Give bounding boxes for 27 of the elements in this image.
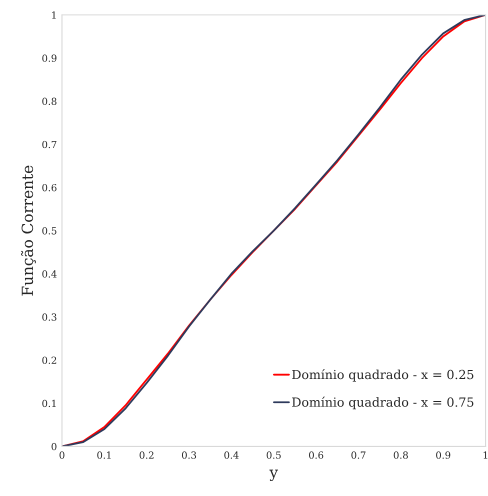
x-tick-label: 0.5 [266,451,281,459]
x-tick-label: 0.3 [182,451,196,459]
x-axis-title: y [269,470,278,482]
y-tick-label: 0.3 [42,313,56,321]
x-tick-label: 1 [484,451,488,459]
x-tick-label: 0 [60,451,64,459]
x-tick-label: 0.8 [394,451,408,459]
y-axis-title: Função Corrente [21,166,36,296]
y-tick-label: 1 [52,11,56,19]
y-tick-label: 0 [52,442,56,450]
y-tick-label: 0.7 [42,140,56,148]
y-tick-label: 0.8 [42,98,56,106]
x-tick-label: 0.4 [224,451,239,459]
y-tick-label: 0.1 [42,400,56,408]
legend-label: Domínio quadrado - x = 0.75 [292,396,474,410]
x-tick-label: 0.6 [309,451,324,459]
y-tick-label: 0.9 [42,54,56,62]
line-series [62,14,486,446]
y-tick-label: 0.5 [42,227,56,234]
x-tick-label: 0.9 [436,451,450,459]
legend-label: Domínio quadrado - x = 0.25 [292,369,474,382]
y-tick-label: 0.6 [42,184,57,192]
x-tick-label: 0.1 [97,451,111,459]
y-tick-label: 0.4 [42,270,57,278]
y-tick-label: 0.2 [42,356,56,364]
x-tick-label: 0.7 [351,451,366,459]
x-tick-label: 0.2 [140,451,154,459]
